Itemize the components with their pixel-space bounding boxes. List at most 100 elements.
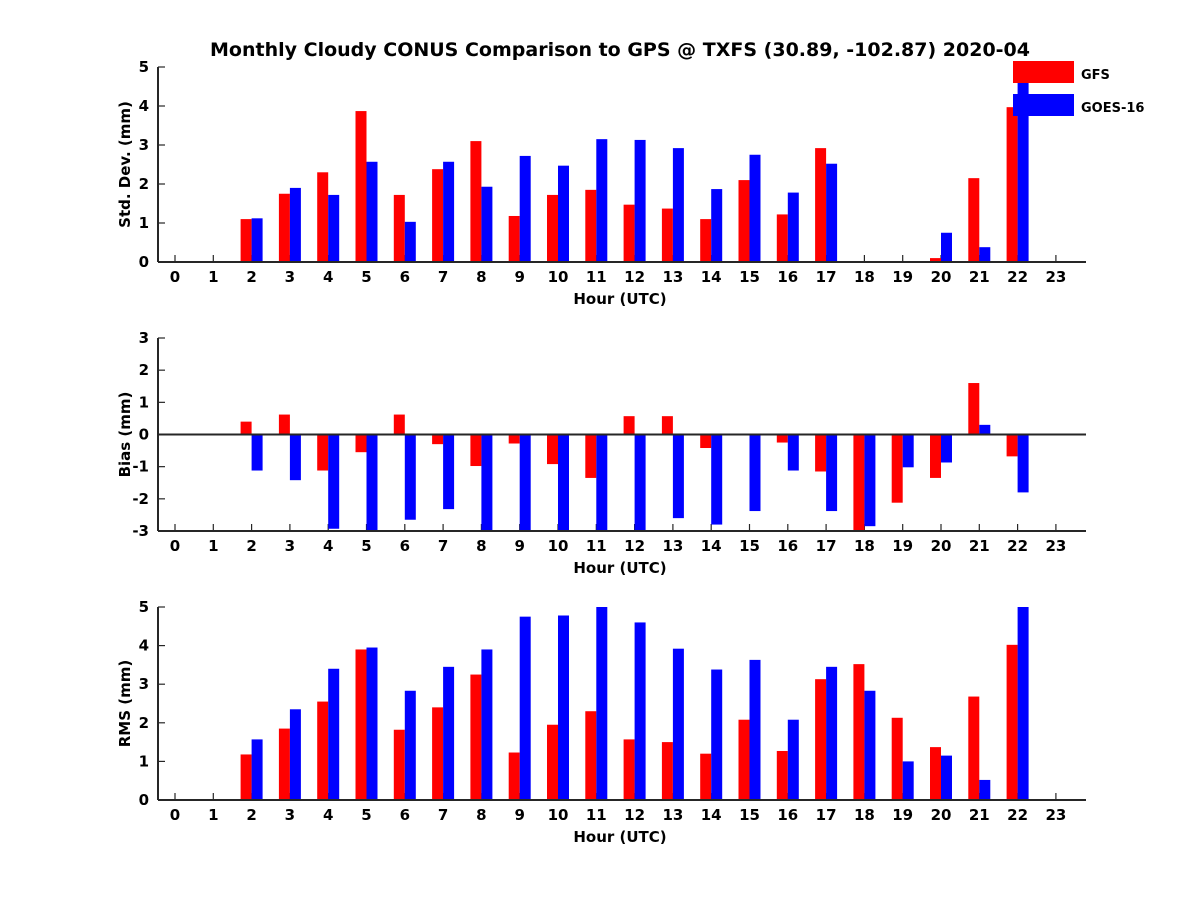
bar-goes16-5 xyxy=(366,647,378,800)
x-tick-label: 11 xyxy=(586,268,607,286)
y-tick-label: 1 xyxy=(139,752,149,770)
x-tick-label: 4 xyxy=(323,537,333,555)
x-tick-label: 13 xyxy=(662,268,683,286)
bar-gfs-16 xyxy=(776,434,788,443)
x-axis-label: Hour (UTC) xyxy=(573,828,666,846)
y-tick-label: 1 xyxy=(139,393,149,411)
bar-gfs-14 xyxy=(700,219,712,262)
bar-goes16-5 xyxy=(366,161,378,262)
y-axis-label: RMS (mm) xyxy=(116,660,134,747)
bar-gfs-11 xyxy=(585,711,597,800)
x-tick-label: 23 xyxy=(1045,806,1066,824)
x-tick-label: 11 xyxy=(586,806,607,824)
bar-gfs-8 xyxy=(470,674,482,800)
bar-gfs-8 xyxy=(470,141,482,262)
bar-goes16-16 xyxy=(787,192,799,262)
bar-gfs-3 xyxy=(278,414,290,435)
bar-goes16-12 xyxy=(634,434,646,531)
bar-goes16-22 xyxy=(1017,607,1029,800)
bar-goes16-8 xyxy=(481,186,493,262)
x-tick-label: 1 xyxy=(208,268,218,286)
bar-goes16-6 xyxy=(404,434,416,520)
x-tick-label: 21 xyxy=(969,537,990,555)
bar-goes16-7 xyxy=(443,161,455,262)
bar-gfs-13 xyxy=(661,416,673,435)
bar-goes16-10 xyxy=(558,165,569,262)
bar-goes16-3 xyxy=(289,434,301,481)
x-tick-label: 17 xyxy=(816,806,837,824)
x-tick-label: 15 xyxy=(739,537,760,555)
bar-gfs-12 xyxy=(623,416,635,435)
x-axis-label: Hour (UTC) xyxy=(573,290,666,308)
bar-goes16-22 xyxy=(1017,434,1029,493)
bar-goes16-2 xyxy=(251,739,263,800)
bar-goes16-10 xyxy=(558,434,569,531)
bar-goes16-10 xyxy=(558,615,569,800)
bar-goes16-9 xyxy=(519,434,531,531)
x-tick-label: 3 xyxy=(285,537,295,555)
x-tick-label: 19 xyxy=(892,806,913,824)
x-tick-label: 7 xyxy=(438,268,448,286)
bar-goes16-14 xyxy=(711,189,723,262)
y-tick-label: -2 xyxy=(132,490,149,508)
bar-gfs-11 xyxy=(585,434,597,478)
bar-goes16-15 xyxy=(749,154,761,262)
bar-gfs-3 xyxy=(278,728,290,800)
bar-gfs-8 xyxy=(470,434,482,467)
bar-goes16-17 xyxy=(826,434,838,512)
x-tick-label: 1 xyxy=(208,537,218,555)
x-tick-label: 16 xyxy=(777,806,798,824)
y-axis-label: Bias (mm) xyxy=(116,392,134,478)
x-tick-label: 4 xyxy=(323,806,333,824)
y-tick-label: 0 xyxy=(139,426,149,444)
bar-gfs-4 xyxy=(317,172,329,262)
legend-swatch-goes16 xyxy=(1013,94,1074,116)
bar-goes16-19 xyxy=(902,434,914,468)
y-tick-label: 2 xyxy=(139,361,149,379)
bar-gfs-7 xyxy=(432,434,444,445)
x-tick-label: 22 xyxy=(1007,268,1028,286)
bar-gfs-5 xyxy=(355,111,367,262)
bar-goes16-2 xyxy=(251,434,263,471)
x-tick-label: 15 xyxy=(739,268,760,286)
bar-gfs-7 xyxy=(432,169,444,262)
bar-gfs-13 xyxy=(661,208,673,262)
bar-goes16-12 xyxy=(634,139,646,262)
bar-goes16-14 xyxy=(711,669,723,800)
bar-goes16-9 xyxy=(519,155,531,262)
x-tick-label: 13 xyxy=(662,806,683,824)
x-tick-label: 13 xyxy=(662,537,683,555)
x-tick-label: 0 xyxy=(170,537,180,555)
x-tick-label: 3 xyxy=(285,806,295,824)
bar-gfs-22 xyxy=(1006,107,1018,262)
x-tick-label: 9 xyxy=(514,537,524,555)
x-tick-label: 0 xyxy=(170,806,180,824)
bar-gfs-17 xyxy=(815,434,827,472)
x-tick-label: 12 xyxy=(624,268,645,286)
bar-goes16-16 xyxy=(787,434,799,471)
y-axis-label: Std. Dev. (mm) xyxy=(116,101,134,228)
bar-goes16-3 xyxy=(289,187,301,262)
x-tick-label: 7 xyxy=(438,806,448,824)
bar-goes16-4 xyxy=(328,194,340,262)
bar-goes16-7 xyxy=(443,666,455,800)
y-tick-label: 3 xyxy=(139,675,149,693)
bar-goes16-17 xyxy=(826,666,838,800)
bar-gfs-10 xyxy=(547,194,558,262)
bar-goes16-16 xyxy=(787,719,799,800)
x-tick-label: 8 xyxy=(476,806,486,824)
bar-goes16-21 xyxy=(979,247,991,262)
x-tick-label: 21 xyxy=(969,268,990,286)
bar-gfs-17 xyxy=(815,148,827,262)
x-tick-label: 7 xyxy=(438,537,448,555)
bar-goes16-15 xyxy=(749,434,761,512)
bar-gfs-12 xyxy=(623,204,635,262)
bar-gfs-5 xyxy=(355,649,367,800)
x-tick-label: 19 xyxy=(892,537,913,555)
x-tick-label: 22 xyxy=(1007,806,1028,824)
x-tick-label: 18 xyxy=(854,806,875,824)
x-tick-label: 8 xyxy=(476,268,486,286)
x-tick-label: 2 xyxy=(246,268,256,286)
